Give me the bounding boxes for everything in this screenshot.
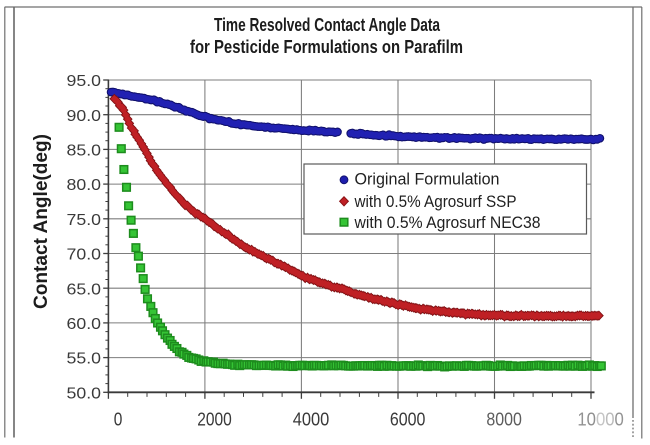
- svg-text:Original Formulation: Original Formulation: [355, 169, 500, 188]
- svg-text:with 0.5% Agrosurf NEC38: with 0.5% Agrosurf NEC38: [354, 213, 541, 232]
- svg-text:70.0: 70.0: [67, 247, 102, 264]
- svg-text:60.0: 60.0: [67, 316, 102, 333]
- svg-text:50.0: 50.0: [67, 385, 102, 402]
- svg-text:95.0: 95.0: [67, 73, 102, 90]
- svg-text:8000: 8000: [486, 410, 522, 430]
- svg-text:75.0: 75.0: [67, 212, 102, 229]
- svg-text:Time Resolved Contact Angle Da: Time Resolved Contact Angle Data: [214, 15, 441, 35]
- svg-text:85.0: 85.0: [67, 143, 102, 160]
- svg-text:with 0.5% Agrosurf SSP: with 0.5% Agrosurf SSP: [354, 192, 517, 211]
- svg-text:6000: 6000: [390, 410, 426, 430]
- svg-text:for Pesticide Formulations on: for Pesticide Formulations on Parafilm: [190, 37, 463, 57]
- svg-text:2000: 2000: [197, 410, 232, 430]
- svg-text:55.0: 55.0: [67, 351, 102, 368]
- svg-text:65.0: 65.0: [67, 281, 102, 298]
- svg-text:Contact Angle(deg): Contact Angle(deg): [31, 134, 52, 309]
- svg-text:0: 0: [114, 410, 123, 430]
- svg-text:90.0: 90.0: [67, 108, 102, 125]
- svg-text:10000: 10000: [577, 410, 624, 430]
- svg-text:80.0: 80.0: [67, 177, 102, 194]
- svg-text:4000: 4000: [293, 410, 330, 430]
